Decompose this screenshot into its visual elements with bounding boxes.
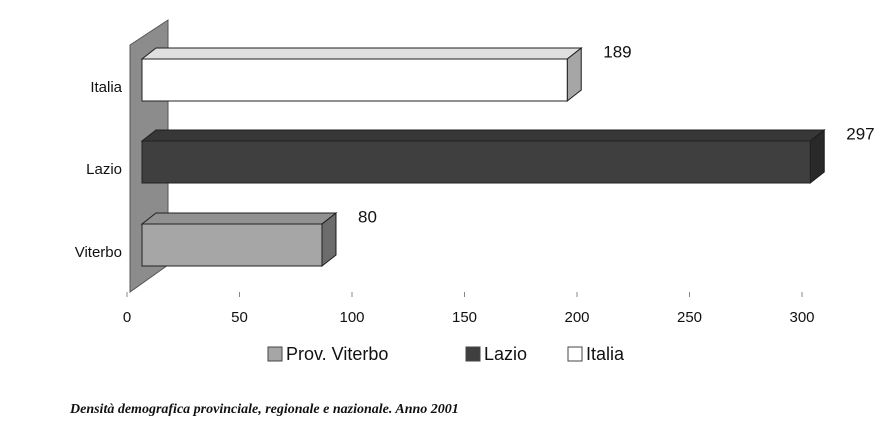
bar-side-shade [322, 213, 336, 266]
x-tick-label: 100 [339, 309, 364, 326]
caption: Densità demografica provinciale, regiona… [69, 402, 459, 417]
bar-side-shade [810, 130, 825, 183]
bar-side-shade [567, 48, 582, 101]
legend-text: Italia [586, 344, 625, 364]
value-label: 297 [846, 124, 874, 143]
y-tick-label: Viterbo [75, 244, 122, 261]
bar-top-shade [142, 130, 825, 141]
bar-top-shade [142, 48, 582, 59]
bar-top-shade [142, 213, 336, 224]
y-tick-label: Italia [90, 79, 122, 96]
x-tick-label: 250 [677, 309, 702, 326]
legend-text: Lazio [484, 344, 527, 364]
value-label: 189 [603, 42, 631, 61]
legend-swatch [465, 346, 481, 362]
value-label: 80 [358, 207, 377, 226]
legend-text: Prov. Viterbo [286, 344, 388, 364]
bar [141, 58, 568, 102]
legend-swatch [267, 346, 283, 362]
bar [141, 223, 323, 267]
legend-swatch [567, 346, 583, 362]
x-tick-label: 50 [231, 309, 248, 326]
x-tick-label: 0 [123, 309, 131, 326]
y-tick-label: Lazio [86, 161, 122, 178]
x-tick-label: 300 [789, 309, 814, 326]
bar [141, 140, 811, 184]
x-tick-label: 150 [452, 309, 477, 326]
x-tick-label: 200 [564, 309, 589, 326]
